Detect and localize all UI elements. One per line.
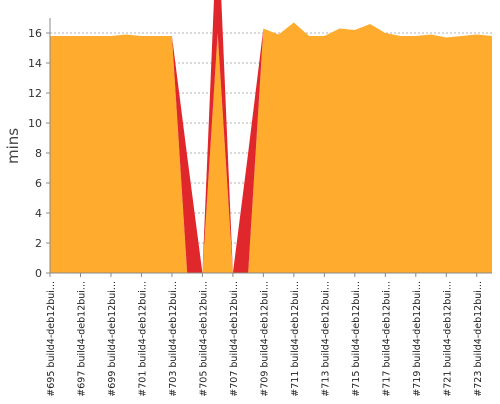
y-tick-label-14: 14	[28, 57, 42, 70]
x-tick-label-695: #695 build4-deb12bui...	[46, 281, 57, 397]
x-tick-label-709: #709 build4-deb12bui...	[259, 281, 270, 397]
x-tick-label-705: #705 build4-deb12bui...	[198, 281, 209, 397]
y-axis-label: mins	[4, 128, 22, 164]
y-tick-label-10: 10	[28, 117, 42, 130]
y-tick-label-8: 8	[35, 147, 42, 160]
area-series	[50, 0, 492, 273]
x-tick-label-715: #715 build4-deb12bui...	[351, 281, 362, 397]
y-tick-label-4: 4	[35, 207, 42, 220]
x-tick-label-697: #697 build4-deb12bui...	[76, 281, 87, 397]
x-tick-label-719: #719 build4-deb12bui...	[412, 281, 423, 397]
x-tick-label-723: #723 build4-deb12bui...	[473, 281, 484, 397]
x-tick-label-721: #721 build4-deb12bui...	[442, 281, 453, 397]
y-tick-label-0: 0	[35, 267, 42, 280]
x-tick-label-699: #699 build4-deb12bui...	[107, 281, 118, 397]
y-tick-label-16: 16	[28, 27, 42, 40]
x-tick-label-713: #713 build4-deb12bui...	[320, 281, 331, 397]
axes	[49, 18, 492, 274]
x-tick-label-711: #711 build4-deb12bui...	[290, 281, 301, 397]
y-tick-label-2: 2	[35, 237, 42, 250]
x-ticks: #695 build4-deb12bui... #697 build4-deb12…	[46, 273, 484, 397]
y-tick-label-6: 6	[35, 177, 42, 190]
x-tick-label-707: #707 build4-deb12bui...	[229, 281, 240, 397]
area-success	[50, 22, 492, 273]
x-tick-label-701: #701 build4-deb12bui...	[137, 281, 148, 397]
x-tick-label-703: #703 build4-deb12bui...	[168, 281, 179, 397]
x-tick-label-717: #717 build4-deb12bui...	[381, 281, 392, 397]
y-ticks: 0 2 4 6 8 10 12 14 16	[28, 27, 50, 280]
y-tick-label-12: 12	[28, 87, 42, 100]
